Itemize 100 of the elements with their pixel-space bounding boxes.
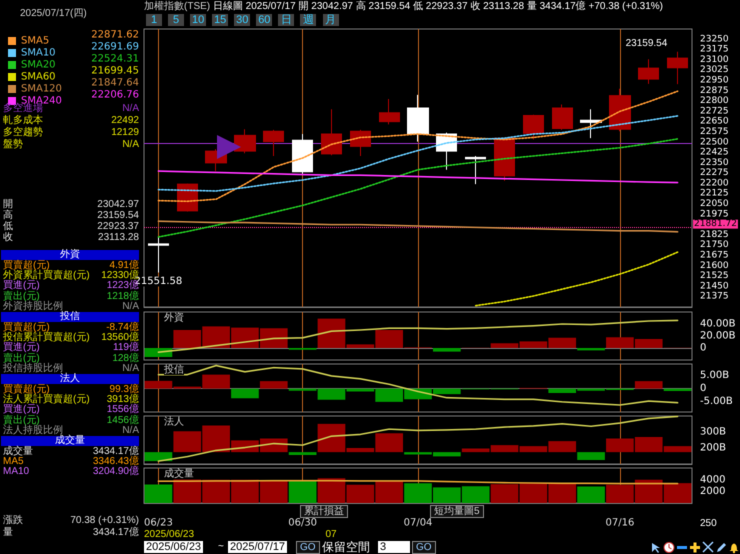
y-tick-label: 21825 [700, 230, 729, 240]
y-tick-label: 22425 [700, 148, 729, 158]
text: 23113.28 [98, 232, 139, 243]
y-tick-label: 22950 [700, 75, 729, 86]
text: 1 5 10 15 30 60 日 週 月 [150, 14, 336, 26]
text: 23042.97 [97, 199, 139, 210]
text: 22492 [111, 115, 139, 126]
text: 買進(元) [3, 280, 40, 292]
y-tick-label: 21600 [700, 260, 729, 271]
text: 高 [3, 210, 13, 221]
y-tick-label: 21375 [700, 292, 729, 302]
text: 2025/07/17 [228, 541, 288, 553]
y-tick-label: 22875 [700, 86, 729, 96]
text: 250 [700, 518, 717, 529]
text: 賣出(元) [3, 352, 40, 364]
legend-label: SMA5 [21, 36, 50, 46]
text: 22691.69 [91, 42, 140, 52]
text: 賣出(元) [3, 414, 40, 426]
y-tick-label: 21450 [700, 281, 729, 292]
text: 成交量 [1, 435, 139, 446]
y-tick-label: 22050 [700, 199, 729, 210]
text: 保留空間 [322, 540, 370, 554]
y-tick-label: 22200 [700, 178, 729, 188]
y-tick-label: 23250 [700, 34, 729, 44]
y-tick-label: 23175 [700, 44, 729, 55]
text: 3434.17億 [92, 527, 139, 538]
chart-title: 投信 [163, 364, 184, 376]
text: GO [296, 541, 320, 554]
chart-subtitle: 日線圖 2025/07/17 開 23042.97 高 23159.54 低 22923.37 收 23113.28 量 3434.17億 +70.38 (+0.31%) [212, 1, 664, 12]
text: 買賣超(元) [3, 322, 50, 333]
annotation: 23159.54 [626, 38, 668, 49]
text: N/A [122, 103, 139, 114]
y-tick-label: -5.00B [700, 396, 733, 408]
text: 22923.37 [97, 221, 139, 232]
text: 3 [378, 541, 410, 553]
y-tick-label: 21975 [700, 209, 729, 220]
text: 1218億 [106, 290, 139, 302]
text: MA10 [3, 466, 30, 478]
text: 99.3億 [110, 384, 139, 395]
y-tick-label: 22575 [700, 126, 729, 137]
text: 投信累計買賣超(元) [3, 332, 90, 344]
text: 4.91億 [110, 260, 139, 271]
text: 收 [3, 232, 13, 243]
y-tick-label: 22800 [700, 96, 729, 106]
y-tick-label: 22125 [700, 188, 729, 199]
text: 21847.64 [91, 78, 140, 88]
y-tick-label: 20.00B [700, 330, 736, 342]
y-tick-label: 22500 [700, 137, 729, 148]
y-tick-label: 2000 [700, 486, 726, 498]
x-tick-label: 06/30 [288, 518, 318, 528]
chart-title: 加權指數(TSE) [144, 1, 210, 12]
text: 70.38 (+0.31%) [70, 515, 139, 526]
chart-title: 法人 [60, 373, 80, 384]
y-tick-label: 0 [700, 342, 706, 354]
text: -8.74億 [106, 322, 139, 333]
text: 3434.17億 [92, 446, 139, 457]
text: N/A [122, 300, 139, 312]
y-tick-label: 5.00B [700, 370, 730, 382]
text: 買進(元) [3, 404, 40, 416]
y-tick-label: 200B [700, 442, 726, 454]
text: 賣出(元) [3, 290, 40, 302]
y-tick-label: 21750 [700, 240, 729, 250]
chart-title: 投信 [60, 311, 80, 322]
chart-title: 成交量 [164, 468, 194, 480]
text: MA5 [3, 456, 24, 468]
text: 投信持股比例 [3, 362, 63, 374]
text: 外資持股比例 [3, 300, 63, 312]
x-tick-label: 07/04 [404, 518, 432, 528]
text: N/A [122, 362, 139, 374]
y-tick-label: 21675 [700, 250, 729, 261]
text: N/A [122, 424, 139, 436]
text: 1456億 [106, 414, 139, 426]
text: 買賣超(元) [3, 384, 50, 395]
text: 盤勢 [3, 139, 23, 150]
y-tick-label: 22650 [700, 116, 729, 127]
text: 119億 [113, 342, 139, 354]
text: 2025/06/23 [144, 529, 194, 540]
text: 軋多成本 [3, 115, 43, 126]
legend-label: SMA10 [21, 48, 56, 58]
text: 多空趨勢 [3, 127, 43, 138]
y-tick-label: 23025 [700, 65, 729, 76]
text: 外資累計買賣超(元) [3, 270, 90, 282]
x-tick-label: 07/16 [605, 518, 634, 528]
text: ~ [218, 541, 224, 552]
chart-title: 外資 [60, 249, 80, 260]
text: 2025/07/17(四) [20, 8, 87, 19]
text: 128億 [112, 352, 139, 364]
text: 2025/06/23 [144, 541, 204, 553]
text: 買賣超(元) [3, 260, 50, 271]
y-tick-label: 23100 [700, 54, 729, 65]
text: 多空進場 [3, 103, 43, 114]
text: 累計損益 [300, 505, 348, 518]
text: 量 [3, 527, 13, 538]
text: 1556億 [106, 404, 139, 416]
text: GO [412, 541, 436, 554]
legend-label: SMA60 [21, 72, 56, 82]
text: 23159.54 [97, 210, 139, 221]
text: 22524.31 [91, 54, 140, 64]
text: 低 [3, 221, 13, 232]
ref-line-label: 21881.72 [694, 219, 737, 230]
